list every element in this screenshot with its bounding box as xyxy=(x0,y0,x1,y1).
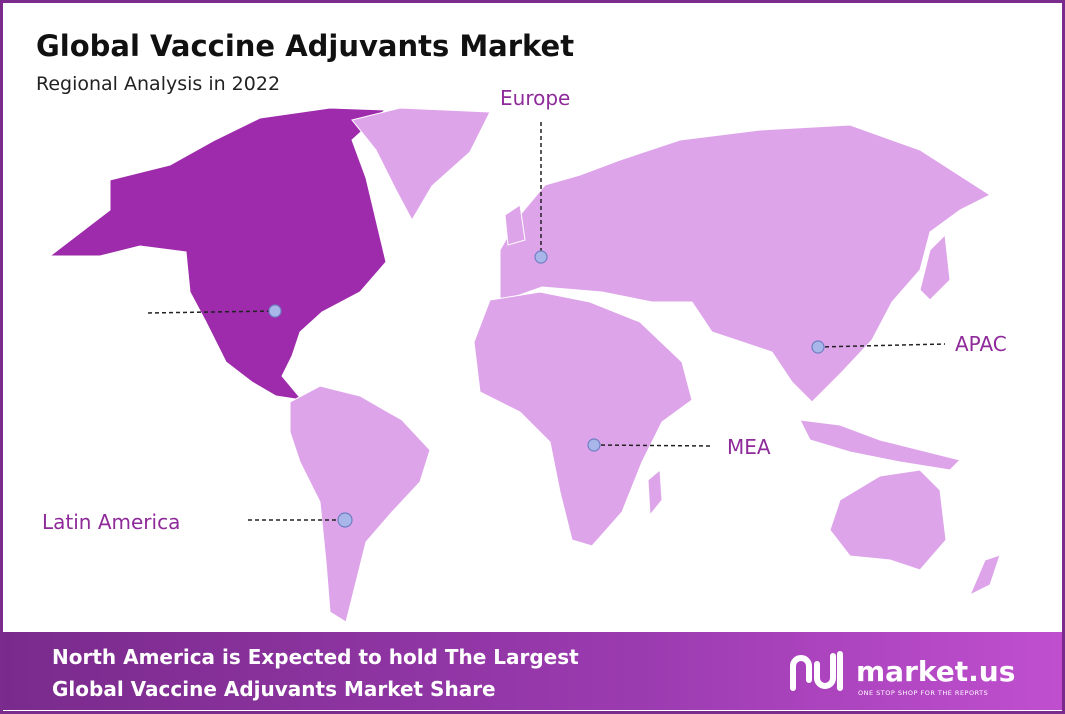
region-label: MEA xyxy=(727,435,771,459)
brand-name: market.us xyxy=(856,655,1015,688)
footer-banner xyxy=(3,632,1062,710)
footer-line: Global Vaccine Adjuvants Market Share xyxy=(52,677,496,701)
brand-logo xyxy=(790,651,843,691)
north-america xyxy=(48,107,387,401)
footer-line: North America is Expected to hold The La… xyxy=(52,645,579,669)
marker xyxy=(811,340,825,354)
region-label: APAC xyxy=(955,332,1007,356)
australia xyxy=(829,469,947,571)
marker xyxy=(268,304,282,318)
marker xyxy=(337,512,353,528)
eurasia xyxy=(499,124,992,403)
marker xyxy=(534,250,548,264)
title: Global Vaccine Adjuvants Market xyxy=(36,29,574,63)
subtitle: Regional Analysis in 2022 xyxy=(36,73,280,95)
greenland xyxy=(351,107,491,222)
africa xyxy=(473,291,693,547)
japan xyxy=(919,233,951,301)
marker xyxy=(587,438,601,452)
leader-line xyxy=(147,310,276,314)
brand-tagline: ONE STOP SHOP FOR THE REPORTS xyxy=(858,689,988,697)
leader-line xyxy=(817,343,946,348)
region-label: Europe xyxy=(500,86,570,110)
world-map xyxy=(48,107,1001,623)
new-zealand xyxy=(969,554,1001,597)
markers xyxy=(147,122,946,528)
region-label: Latin America xyxy=(42,510,180,534)
madagascar xyxy=(647,468,663,517)
indonesia xyxy=(799,419,961,471)
south-america xyxy=(289,385,431,623)
leader-line xyxy=(593,444,713,447)
uk xyxy=(504,204,526,246)
